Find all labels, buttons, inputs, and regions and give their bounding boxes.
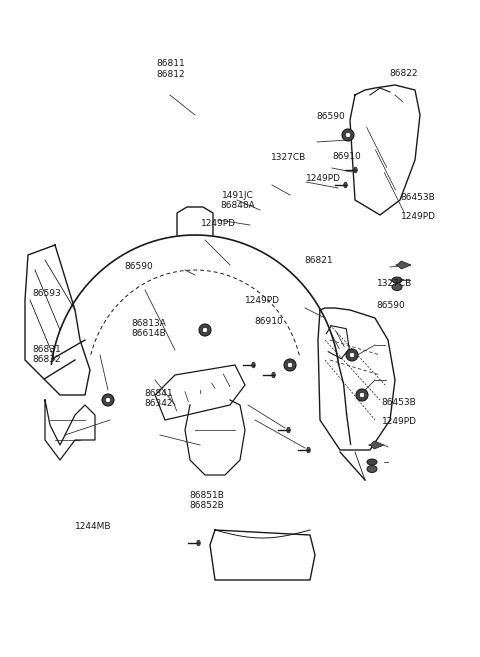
Text: 1327CB: 1327CB <box>377 279 412 288</box>
Ellipse shape <box>272 373 275 378</box>
Text: 86821: 86821 <box>305 256 334 265</box>
Circle shape <box>346 349 358 361</box>
Polygon shape <box>369 441 384 449</box>
Circle shape <box>360 392 365 397</box>
Text: 86910: 86910 <box>333 152 361 161</box>
Circle shape <box>199 324 211 336</box>
Ellipse shape <box>392 284 402 290</box>
Circle shape <box>202 327 208 332</box>
Text: 86851B
86852B: 86851B 86852B <box>189 491 224 510</box>
Ellipse shape <box>367 466 377 472</box>
Text: 1249PD: 1249PD <box>245 296 280 305</box>
Text: 1249PD: 1249PD <box>306 174 341 183</box>
Polygon shape <box>155 365 245 420</box>
Text: 1327CB: 1327CB <box>271 153 306 162</box>
Text: 86593: 86593 <box>33 289 61 298</box>
Text: 86590: 86590 <box>317 112 346 121</box>
Text: 1249PD: 1249PD <box>382 417 417 426</box>
Text: 86910: 86910 <box>254 317 283 327</box>
Ellipse shape <box>344 182 347 188</box>
Text: 86841
86342: 86841 86342 <box>144 389 173 409</box>
Ellipse shape <box>367 459 377 465</box>
Text: 86831
86832: 86831 86832 <box>33 345 61 365</box>
Text: 1244MB: 1244MB <box>75 522 112 532</box>
Text: 1249PD: 1249PD <box>201 219 236 228</box>
Text: 1491JC
86848A: 1491JC 86848A <box>220 191 255 210</box>
Circle shape <box>356 389 368 401</box>
Polygon shape <box>396 261 411 269</box>
Ellipse shape <box>354 167 357 173</box>
Circle shape <box>342 129 354 141</box>
Circle shape <box>345 132 351 138</box>
Text: 86811
86812: 86811 86812 <box>156 59 185 79</box>
Text: 86590: 86590 <box>377 301 406 310</box>
Circle shape <box>349 352 355 357</box>
Ellipse shape <box>252 362 255 368</box>
Circle shape <box>105 397 111 403</box>
Text: 1249PD: 1249PD <box>401 212 436 221</box>
Text: 86453B: 86453B <box>401 193 435 202</box>
Ellipse shape <box>392 277 402 283</box>
Text: 86453B: 86453B <box>382 397 416 407</box>
Ellipse shape <box>287 427 290 433</box>
Text: 86590: 86590 <box>125 261 154 271</box>
Ellipse shape <box>307 447 310 453</box>
Circle shape <box>102 394 114 406</box>
Circle shape <box>284 359 296 371</box>
Circle shape <box>288 362 293 368</box>
Text: 86822: 86822 <box>389 69 418 78</box>
Text: 86813A
86614B: 86813A 86614B <box>132 319 166 338</box>
Ellipse shape <box>197 540 200 546</box>
